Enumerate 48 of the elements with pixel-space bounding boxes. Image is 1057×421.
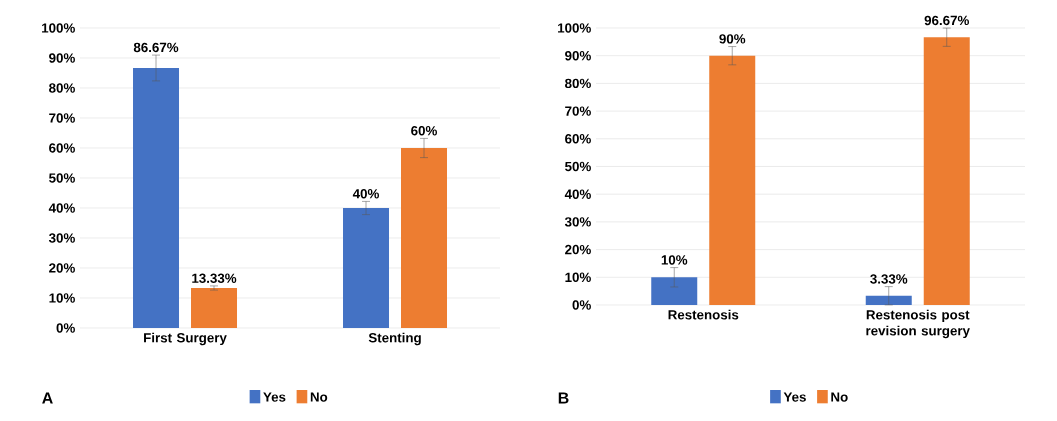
x-tick-label: Stenting	[368, 332, 421, 346]
x-tick-label: Restenosis post revision surgery	[866, 309, 970, 339]
y-tick-label: 60%	[565, 134, 591, 144]
bar	[651, 277, 698, 305]
data-label: 96.67%	[924, 15, 969, 26]
y-tick-label: 20%	[565, 244, 591, 255]
legend-label: No	[831, 392, 848, 402]
x-tick-label: Restenosis	[668, 309, 739, 320]
y-tick-label: 70%	[49, 113, 75, 123]
bar	[401, 147, 448, 328]
y-tick-label: 100%	[42, 23, 75, 33]
legend-label: Yes	[263, 392, 286, 402]
data-label: 86.67%	[133, 42, 179, 53]
y-tick-label: 80%	[565, 78, 591, 89]
y-tick-label: 100%	[558, 23, 591, 33]
y-tick-label: 70%	[565, 106, 591, 116]
y-tick-label: 90%	[49, 53, 75, 63]
y-tick-label: 10%	[49, 293, 75, 303]
y-tick-label: 40%	[48, 203, 75, 213]
data-label: 10%	[661, 255, 688, 265]
y-tick-label: 50%	[565, 161, 591, 172]
data-label: 40%	[352, 189, 379, 199]
y-tick-label: 0%	[56, 323, 75, 333]
y-tick-label: 10%	[565, 272, 591, 282]
y-tick-label: 60%	[49, 143, 75, 153]
y-tick-label: 90%	[565, 50, 591, 61]
data-label: 90%	[719, 34, 746, 44]
y-tick-label: 30%	[564, 217, 591, 227]
bar	[133, 67, 180, 328]
bar	[923, 37, 970, 305]
legend-label: Yes	[783, 392, 806, 402]
y-tick-label: 50%	[49, 173, 75, 183]
data-label: 3.33%	[870, 274, 908, 284]
y-tick-label: 0%	[572, 300, 591, 310]
bar	[343, 207, 390, 328]
x-tick-label: First Surgery	[144, 332, 227, 346]
y-tick-label: 20%	[49, 263, 75, 273]
data-label: 13.33%	[192, 273, 237, 283]
text: A	[42, 392, 53, 404]
y-tick-label: 80%	[49, 83, 75, 93]
bar	[865, 295, 912, 305]
y-tick-label: 40%	[564, 189, 591, 199]
data-label: 60%	[411, 126, 437, 136]
legend-label: No	[310, 392, 328, 402]
bar	[709, 55, 756, 305]
text: B	[558, 392, 569, 404]
bar	[191, 288, 238, 328]
y-tick-label: 30%	[48, 233, 75, 243]
